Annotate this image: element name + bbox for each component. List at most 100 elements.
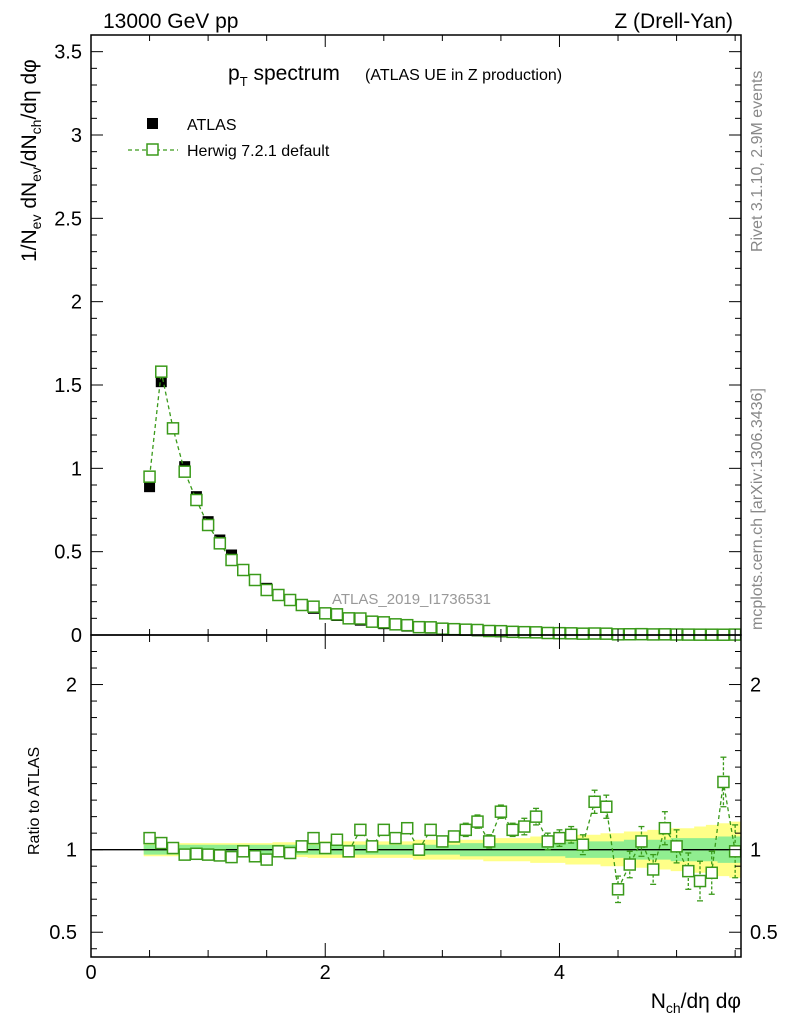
ratio-series-line	[149, 781, 736, 892]
ratio-data-point	[436, 835, 449, 848]
ratio-panel-frame	[90, 634, 742, 958]
ratio-data-point	[682, 864, 695, 878]
ratio-data-point	[365, 840, 379, 853]
main-panel: 0 0.5 1 1.5 2 2.5 3 3.5 pT spectrum (ATLAS UE i…	[18, 34, 742, 647]
title-subscript: T	[240, 74, 248, 89]
main-y-tick-label: 2	[71, 292, 82, 314]
ratio-data-point	[424, 823, 437, 837]
legend-atlas-marker	[147, 118, 158, 129]
ratio-y-axis: 0.5 0.5 1 1 2 2	[49, 651, 778, 950]
ratio-data-point	[201, 848, 215, 861]
ratio-data-point	[717, 775, 730, 789]
herwig-data-point	[389, 618, 402, 631]
herwig-data-point	[424, 621, 437, 634]
ratio-data-point	[447, 830, 461, 843]
header-collision-label: 13000 GeV pp	[103, 10, 238, 33]
herwig-data-point	[412, 620, 426, 634]
herwig-data-point	[600, 627, 613, 640]
ratio-y-tick-label-right: 2	[750, 675, 761, 697]
ratio-data-point	[646, 863, 660, 876]
ratio-data-point	[670, 840, 683, 853]
herwig-data-point	[272, 588, 285, 602]
ratio-data-point	[143, 831, 156, 845]
ratio-y-tick-label: 2	[66, 675, 77, 697]
herwig-data-point	[283, 593, 297, 607]
herwig-data-point	[447, 622, 461, 636]
legend-herwig-label: Herwig 7.2.1 default	[187, 143, 330, 160]
x-tick-label: 4	[554, 962, 565, 984]
ratio-data-point	[248, 850, 262, 863]
herwig-data-point	[459, 623, 473, 636]
main-y-tick-label: 1.5	[54, 375, 82, 397]
ratio-data-point	[389, 831, 402, 845]
ratio-data-point	[307, 831, 320, 845]
ratio-data-point	[400, 821, 414, 835]
herwig-data-point	[377, 616, 391, 629]
herwig-data-point	[400, 618, 414, 632]
ratio-data-point	[260, 853, 273, 866]
main-y-tick-label: 1	[71, 458, 82, 480]
ratio-data-point	[705, 866, 718, 880]
ratio-data-point	[330, 833, 344, 847]
ratio-data-point	[377, 823, 391, 837]
herwig-data-point	[248, 573, 262, 587]
herwig-data-point	[635, 627, 648, 641]
ratio-data-point	[494, 805, 508, 818]
herwig-data-point	[190, 493, 203, 507]
ratio-data-point	[354, 823, 367, 837]
herwig-data-point	[166, 422, 180, 435]
ratio-y-tick-label-right: 0.5	[750, 922, 778, 944]
plot-title-note: (ATLAS UE in Z production)	[365, 67, 562, 84]
ratio-data-point	[518, 820, 531, 833]
legend-herwig-marker	[146, 143, 159, 156]
ratio-data-point	[459, 823, 473, 837]
ratio-data-point	[190, 847, 203, 861]
x-axis: 0 2 4	[85, 635, 736, 984]
herwig-data-point	[237, 563, 250, 577]
herwig-data-point	[471, 623, 484, 637]
analysis-watermark: ATLAS_2019_I1736531	[332, 591, 491, 608]
ratio-data-point	[178, 848, 191, 861]
main-y-tick-label: 2.5	[54, 208, 82, 230]
main-y-tick-label: 0.5	[54, 542, 82, 564]
herwig-data-point	[260, 583, 273, 597]
ratio-data-point	[611, 883, 625, 896]
ratio-data-point	[295, 840, 309, 853]
ratio-data-point	[541, 835, 555, 848]
ratio-data-point	[506, 823, 519, 837]
ratio-data-point	[155, 836, 168, 850]
ratio-data-point	[623, 858, 636, 871]
herwig-data-point	[541, 626, 555, 640]
ratio-panel: 0.5 0.5 1 1 2 2 0 2 4 Ratio to ATLAS Nch/dη dφ	[26, 634, 778, 1016]
herwig-data-point	[354, 612, 367, 625]
ratio-y-axis-label: Ratio to ATLAS	[26, 747, 43, 855]
herwig-data-point	[529, 626, 543, 639]
ratio-data-point	[237, 845, 250, 858]
mcplots-reference-label: mcplots.cern.ch [arXiv:1306.3436]	[749, 388, 766, 630]
ratio-y-tick-label: 1	[66, 840, 77, 862]
ratio-y-tick-label-right: 1	[750, 840, 761, 862]
main-y-tick-label: 3.5	[54, 42, 82, 64]
title-main: p	[228, 62, 240, 85]
legend-atlas-label: ATLAS	[187, 117, 237, 134]
plot-title: pT spectrum	[228, 62, 340, 89]
x-tick-label: 0	[85, 962, 96, 984]
herwig-data-point	[588, 627, 601, 640]
herwig-data-point	[201, 518, 215, 532]
ratio-data-point	[576, 838, 590, 851]
main-y-tick-label: 3	[71, 125, 82, 147]
herwig-data-point	[178, 465, 191, 478]
x-axis-label: Nch/dη dφ	[651, 990, 741, 1016]
ratio-data-point	[166, 841, 180, 855]
herwig-data-point	[564, 627, 578, 640]
herwig-data-point	[576, 627, 590, 640]
ratio-plot-content	[91, 756, 742, 904]
herwig-data-point	[155, 365, 168, 378]
herwig-data-point	[143, 470, 156, 483]
herwig-data-point	[318, 607, 332, 620]
ratio-data-point	[283, 846, 297, 860]
ratio-data-point	[635, 835, 648, 848]
herwig-data-point	[295, 598, 309, 612]
ratio-data-point	[272, 845, 285, 858]
